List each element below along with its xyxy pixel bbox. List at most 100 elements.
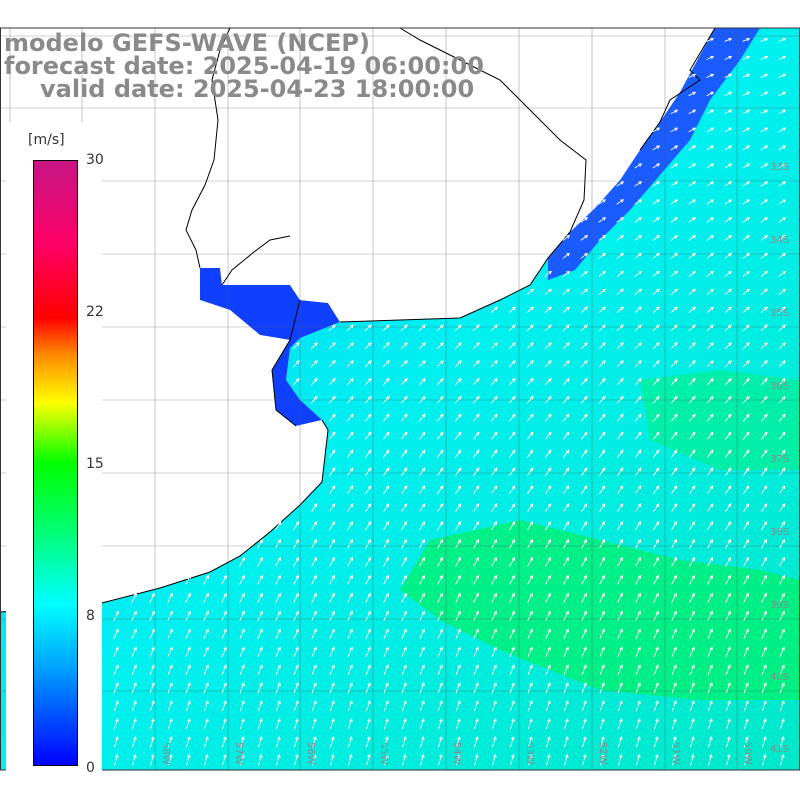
title-model: modelo GEFS-WAVE (NCEP) bbox=[4, 29, 370, 57]
wind-arrow bbox=[473, 556, 479, 567]
wind-arrow bbox=[689, 682, 695, 694]
wind-arrow bbox=[508, 431, 516, 440]
wind-arrow bbox=[167, 735, 173, 748]
wind-arrow bbox=[364, 485, 372, 495]
wind-arrow bbox=[257, 610, 263, 621]
wind-arrow bbox=[418, 360, 426, 368]
wind-arrow bbox=[724, 199, 733, 205]
wind-arrow bbox=[760, 270, 768, 278]
wind-arrow bbox=[707, 717, 713, 730]
wind-arrow bbox=[760, 503, 768, 513]
wind-arrow bbox=[599, 664, 605, 676]
lagoon bbox=[639, 27, 716, 151]
wind-arrow bbox=[401, 592, 407, 603]
wind-arrow bbox=[310, 378, 318, 386]
wind-arrow bbox=[418, 395, 426, 404]
wind-arrow bbox=[401, 735, 407, 748]
wind-arrow bbox=[473, 735, 479, 748]
wind-arrow bbox=[113, 735, 119, 748]
wind-arrow bbox=[329, 521, 336, 531]
wind-arrow bbox=[671, 538, 678, 549]
wind-arrow bbox=[778, 288, 786, 296]
wind-arrow bbox=[742, 431, 750, 440]
wind-arrow bbox=[203, 682, 209, 694]
wind-arrow bbox=[185, 592, 191, 603]
wind-arrow bbox=[743, 628, 749, 639]
wind-arrow bbox=[508, 342, 516, 350]
wind-arrow bbox=[329, 735, 335, 748]
wind-arrow bbox=[742, 503, 750, 513]
wind-arrow bbox=[490, 342, 498, 350]
wind-arrow bbox=[581, 646, 587, 657]
wind-arrow bbox=[346, 360, 354, 368]
wind-arrow bbox=[724, 449, 732, 458]
legend-tick-30: 30 bbox=[86, 152, 104, 168]
wind-arrow bbox=[545, 521, 552, 531]
wind-arrow bbox=[706, 467, 714, 477]
wind-arrow bbox=[724, 181, 733, 187]
wind-arrow bbox=[401, 574, 407, 585]
wind-arrow bbox=[671, 610, 677, 621]
lon-label: 55W bbox=[378, 742, 389, 765]
wind-arrow bbox=[347, 574, 353, 585]
wind-arrow bbox=[419, 574, 425, 585]
wind-arrow bbox=[724, 127, 733, 133]
wind-arrow bbox=[491, 521, 498, 531]
wind-arrow bbox=[617, 521, 624, 531]
wind-arrow bbox=[473, 538, 480, 549]
wind-arrow bbox=[455, 610, 461, 621]
wind-arrow bbox=[364, 503, 372, 513]
wind-arrow bbox=[383, 556, 389, 567]
wind-arrow bbox=[761, 628, 767, 639]
wind-arrow bbox=[761, 717, 767, 730]
wind-arrow bbox=[670, 234, 679, 241]
wind-arrow bbox=[634, 413, 642, 422]
wind-arrow bbox=[383, 700, 389, 712]
wind-arrow bbox=[616, 395, 624, 404]
wind-arrow bbox=[688, 413, 696, 422]
wind-arrow bbox=[652, 360, 660, 368]
wind-arrow bbox=[149, 717, 155, 730]
wind-arrow bbox=[420, 753, 425, 766]
wind-arrow bbox=[508, 360, 516, 368]
wind-arrow bbox=[706, 431, 714, 440]
wind-arrow bbox=[670, 395, 678, 404]
wind-arrow bbox=[490, 431, 498, 440]
wind-arrow bbox=[724, 395, 732, 404]
wind-arrow bbox=[418, 467, 426, 477]
wind-arrow bbox=[580, 288, 588, 296]
wind-arrow bbox=[346, 395, 354, 404]
wind-arrow bbox=[384, 753, 389, 766]
wind-arrow bbox=[131, 592, 137, 603]
wind-arrow bbox=[149, 610, 155, 621]
wind-arrow bbox=[418, 324, 426, 332]
wind-arrow bbox=[742, 288, 750, 296]
lon-label: 54W bbox=[451, 742, 462, 765]
wind-arrow bbox=[706, 360, 714, 368]
wind-arrow bbox=[275, 521, 282, 531]
wind-arrow bbox=[527, 735, 533, 748]
wind-arrow bbox=[652, 199, 661, 205]
wind-arrow bbox=[670, 324, 678, 332]
wind-arrow bbox=[708, 753, 713, 766]
wind-arrow bbox=[346, 413, 354, 422]
wind-arrow bbox=[311, 700, 317, 712]
wind-arrow bbox=[563, 592, 569, 603]
lon-label: 56W bbox=[305, 742, 316, 765]
wind-arrow bbox=[328, 360, 336, 368]
wind-arrow bbox=[149, 664, 155, 676]
wind-arrow bbox=[688, 109, 697, 115]
wind-arrow bbox=[653, 538, 660, 549]
wind-arrow bbox=[257, 556, 263, 567]
wind-arrow bbox=[365, 664, 371, 676]
wind-arrow bbox=[779, 628, 785, 639]
wind-arrow bbox=[598, 306, 606, 314]
wind-arrow bbox=[167, 664, 173, 676]
wind-arrow bbox=[473, 521, 480, 531]
wind-arrow bbox=[580, 252, 589, 259]
wind-arrow bbox=[688, 306, 696, 314]
wind-arrow bbox=[581, 735, 587, 748]
wind-arrow bbox=[545, 592, 551, 603]
wind-arrow bbox=[706, 485, 714, 495]
wind-arrow bbox=[652, 467, 660, 477]
